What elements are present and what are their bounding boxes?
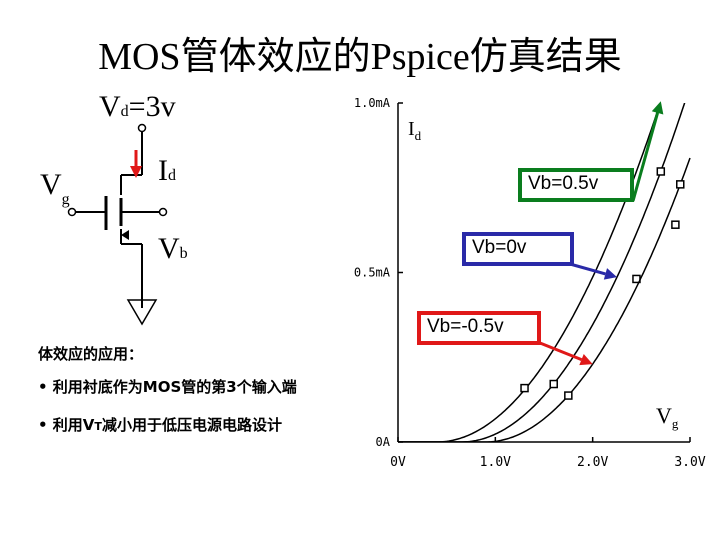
- ground-symbol: [126, 299, 158, 326]
- curves-group: [398, 83, 694, 442]
- page-title: MOS管体效应的Pspice仿真结果: [98, 36, 622, 78]
- series-marker: [671, 220, 680, 229]
- pointer-arrow-line: [569, 262, 606, 276]
- series-marker: [676, 180, 685, 189]
- id-label: Id: [158, 154, 176, 187]
- x-axis-title: Vg: [656, 403, 679, 431]
- x-tick-label: 1.0V: [480, 455, 511, 470]
- gate-terminal: [67, 207, 77, 217]
- notes-heading: 体效应的应用：: [38, 345, 144, 363]
- x-tick-label: 2.0V: [577, 455, 608, 470]
- vb-label: Vb: [158, 232, 188, 265]
- legend-box-vb-0-5: Vb=0.5v: [518, 168, 634, 202]
- x-tick-label: 3.0V: [674, 455, 705, 470]
- pointer-arrow-line: [539, 341, 583, 362]
- pointer-arrow-head: [651, 101, 664, 115]
- y-axis-title: Id: [408, 118, 422, 143]
- series-marker: [520, 383, 529, 393]
- y-tick-label: 0.5mA: [354, 266, 391, 280]
- pointer-arrow-line: [631, 112, 660, 202]
- series-line-0: [398, 103, 662, 442]
- drain-terminal: [137, 123, 147, 133]
- series-marker: [656, 167, 666, 176]
- current-arrow-head: [130, 166, 142, 178]
- series-marker: [549, 379, 558, 389]
- series-marker: [564, 391, 573, 400]
- series-line-2: [398, 157, 691, 442]
- legend-box-vb-neg-0-5: Vb=-0.5v: [417, 311, 541, 345]
- pointer-arrow-head: [579, 354, 593, 366]
- y-tick-label: 1.0mA: [354, 96, 391, 110]
- y-tick-label: 0A: [376, 435, 391, 449]
- vg-label: Vg: [40, 168, 70, 208]
- x-tick-label: 0V: [390, 455, 406, 470]
- notes-item-1: • 利用衬底作为MOS管的第3个输入端: [38, 378, 297, 396]
- vd-label: Vd=3v: [99, 90, 176, 123]
- body-arrow: [121, 230, 129, 240]
- body-terminal: [158, 207, 168, 217]
- series-marker: [687, 83, 694, 90]
- legend-box-vb-0: Vb=0v: [462, 232, 574, 266]
- notes-item-2: • 利用VT减小用于低压电源电路设计: [38, 416, 282, 434]
- pointer-arrow-head: [603, 268, 617, 280]
- series-line-1: [398, 103, 686, 442]
